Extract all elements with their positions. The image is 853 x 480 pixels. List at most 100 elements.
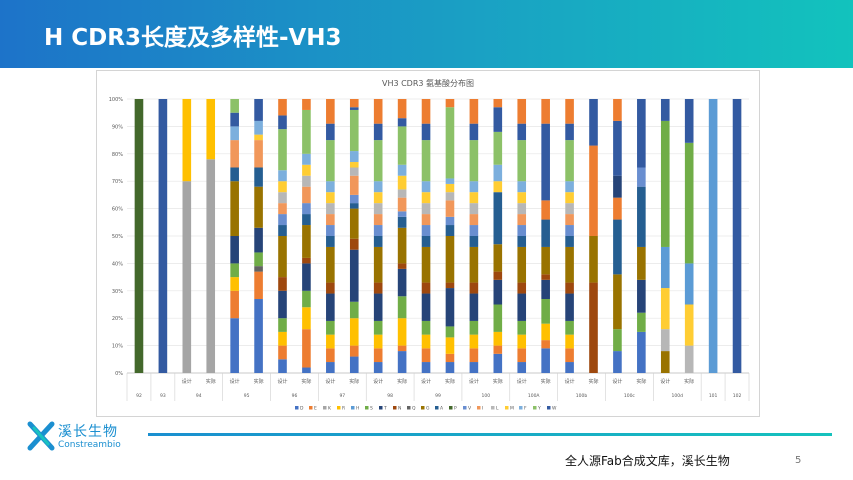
bar-segment-N (469, 282, 479, 294)
y-tick-label: 80% (112, 152, 123, 158)
x-sub-label: 实际 (301, 378, 311, 385)
bar-segment-S (421, 320, 431, 335)
bar-segment-V (565, 225, 574, 236)
bar-segment-F (254, 120, 263, 135)
bar-segment-E (349, 345, 359, 357)
legend-swatch (351, 406, 355, 410)
y-tick-label: 40% (112, 261, 123, 267)
bar-segment-G (660, 351, 670, 373)
x-sub-label: 设计 (469, 378, 479, 385)
bar-segment-R (373, 334, 383, 349)
bar-segment-E (349, 99, 359, 108)
y-tick-label: 0% (115, 371, 123, 377)
x-group-label: 100d (672, 393, 684, 399)
bar-segment-M (397, 175, 407, 190)
bar-segment-W (397, 118, 407, 127)
bar-segment-V (326, 225, 335, 236)
stacked-bar-chart: VH3 CDR3 氨基酸分布图 0% 10% 20% 30% 40% 50% 60% 70% 80… (109, 78, 750, 411)
bar-segment-W (541, 123, 550, 201)
legend-label: V (468, 405, 472, 411)
x-group-label: 96 (292, 393, 298, 399)
bar-segment-L (684, 345, 694, 373)
bar-segment-G (469, 246, 479, 283)
bar-segment-R (302, 307, 311, 330)
x-sub-label: 实际 (254, 378, 264, 385)
bar-segment-V (637, 167, 646, 187)
bar-segment-E (589, 145, 598, 236)
bar-segment-M (517, 192, 527, 204)
bar-segment-N (278, 277, 287, 291)
x-sub-label: 实际 (397, 378, 407, 385)
bar-segment-A (278, 225, 287, 236)
bar-segment-W (613, 120, 622, 176)
bar-segment-W (326, 123, 335, 141)
bar-segment-M (445, 183, 455, 193)
bar-segment-E (326, 99, 335, 124)
bar-segment-N (541, 274, 550, 280)
bar-segment-S (326, 320, 335, 335)
title-bar (0, 0, 853, 68)
x-group-label: 94 (196, 393, 202, 399)
bar-segment-I (230, 140, 239, 168)
x-group-label: 97 (339, 393, 345, 399)
bar-segment-L (326, 203, 335, 215)
bar-segment-E (493, 99, 503, 108)
x-group-label: 101 (709, 393, 718, 399)
x-group-label: 100b (576, 393, 588, 399)
bar-segment-R (541, 323, 550, 341)
bar-segment-I (302, 186, 311, 204)
bar-segment-E (613, 99, 622, 121)
bar-segment-E (445, 99, 455, 108)
legend-swatch (337, 406, 341, 410)
bar-segment-G (302, 225, 311, 258)
legend-label: I (482, 405, 483, 411)
bar-segment-D (302, 367, 311, 373)
x-sub-label: 设计 (373, 378, 383, 385)
bar-segment-L (373, 203, 383, 215)
legend-swatch (379, 406, 383, 410)
slide-title: H CDR3长度及多样性-VH3 (44, 25, 342, 51)
legend-swatch (533, 406, 537, 410)
bar-segment-M (349, 162, 359, 168)
bar-segment-N (493, 271, 503, 280)
x-sub-label: 实际 (684, 378, 694, 385)
x-group-label: 100 (482, 393, 491, 399)
bar-segment-N (302, 257, 311, 264)
bar-segment-M (278, 181, 287, 193)
bar-segment-V (278, 214, 287, 226)
bar-segment-A (254, 167, 263, 187)
bar-segment-I (421, 214, 431, 226)
bar-segment-T (397, 268, 407, 297)
bar-segment-E (397, 99, 407, 119)
bar-segment-W (469, 123, 479, 141)
x-group-label: 95 (244, 393, 250, 399)
bar-segment-T (230, 236, 239, 264)
legend-swatch (407, 406, 411, 410)
bar-segment-G (349, 208, 359, 239)
bar-segment-M (326, 192, 335, 204)
legend-label: D (300, 405, 304, 411)
bar-segment-T (445, 288, 455, 327)
bar-segment-S (469, 320, 479, 335)
bar-segment-A (326, 236, 335, 247)
bar-segment-Y (469, 140, 479, 182)
x-sub-label: 实际 (636, 378, 646, 385)
bar-segment-S (278, 318, 287, 332)
bar-segment-R (397, 318, 407, 346)
bar-segment-D (349, 356, 359, 373)
bar-segment-I (254, 140, 263, 168)
bar-segment-N (445, 282, 455, 289)
bar-segment-E (278, 345, 287, 360)
bar-segment-T (254, 227, 263, 253)
x-sub-label: 设计 (277, 378, 287, 385)
bar-segment-I (373, 214, 383, 226)
bar-segment-L (397, 189, 407, 198)
bar-segment-Y (278, 129, 287, 171)
bar-segment-R (469, 334, 479, 349)
bar-segment-G (541, 246, 550, 275)
bar-segment-S (373, 320, 383, 335)
bar-segment-A (637, 186, 646, 247)
legend-swatch (505, 406, 509, 410)
x-group-label: 93 (160, 393, 166, 399)
bar-segment-D (397, 351, 407, 373)
